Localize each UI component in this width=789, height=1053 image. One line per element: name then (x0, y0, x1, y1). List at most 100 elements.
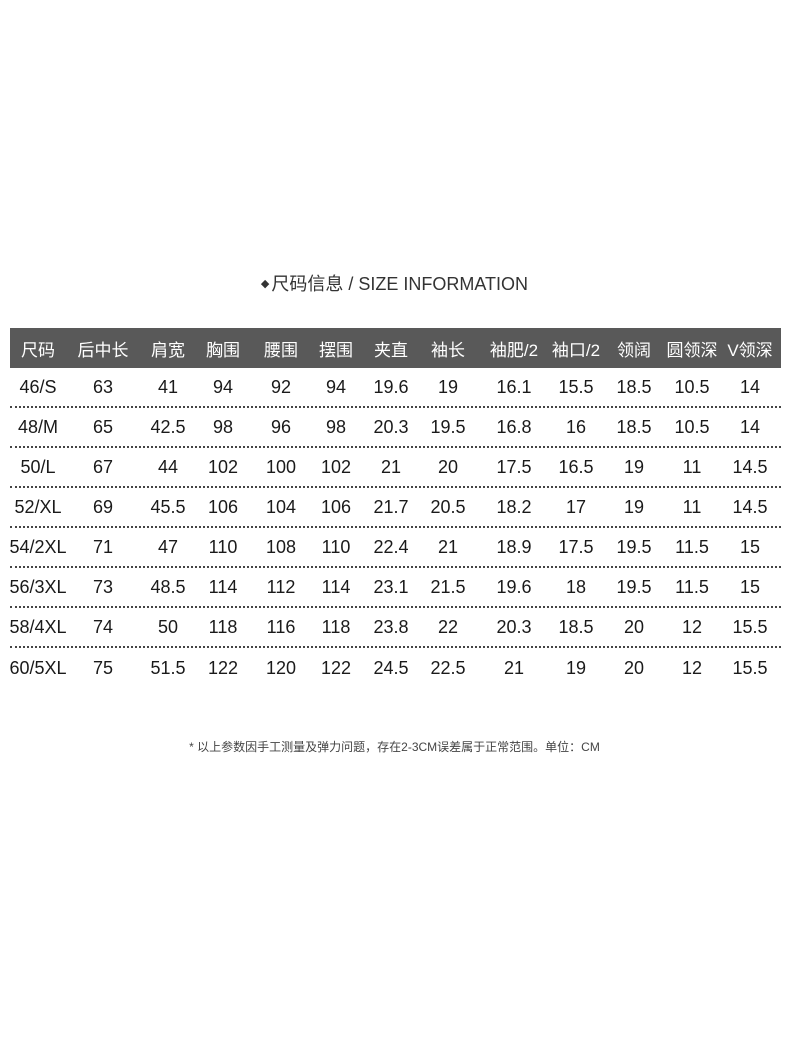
column-header: 夹直 (374, 340, 408, 360)
table-cell: 23.1 (373, 576, 409, 597)
column-header: 肩宽 (151, 340, 185, 360)
table-cell: 20 (623, 657, 645, 678)
table-cell: 17.5 (496, 456, 532, 477)
column-header: 腰围 (264, 340, 298, 360)
table-cell: 19.6 (373, 376, 409, 397)
table-cell: 48.5 (150, 576, 186, 597)
table-cell: 18.5 (616, 376, 652, 397)
table-cell: 73 (92, 576, 114, 597)
table-cell: 19.5 (430, 416, 466, 437)
table-cell: 21 (380, 456, 402, 477)
table-cell: 11 (682, 496, 702, 517)
table-cell: 11.5 (675, 576, 709, 597)
table-cell: 45.5 (150, 496, 186, 517)
table-cell: 94 (212, 376, 234, 397)
table-cell: 16.1 (496, 376, 532, 397)
column-header: 摆围 (319, 340, 353, 360)
table-cell: 122 (207, 657, 239, 678)
table-row: 48/M 65 42.5 98 96 98 20.3 19.5 16.8 16 18.5 10.5 14 (10, 408, 781, 448)
table-cell: 116 (266, 616, 296, 637)
table-header: 尺码 后中长 肩宽 胸围 腰围 摆围 夹直 袖长 袖肥/2 袖口/2 领阔 圆领深 V领深 (10, 328, 781, 368)
table-cell: 106 (320, 496, 352, 517)
table-cell: 11 (682, 456, 702, 477)
table-cell: 18 (565, 576, 587, 597)
column-header: 胸围 (206, 340, 240, 360)
table-cell: 69 (92, 496, 114, 517)
size-label: 60/5XL (9, 657, 67, 678)
table-cell: 15 (739, 536, 761, 557)
table-cell: 92 (270, 376, 292, 397)
column-header: V领深 (727, 340, 773, 360)
size-label: 46/S (19, 376, 57, 397)
table-cell: 20.3 (373, 416, 409, 437)
table-cell: 16.8 (496, 416, 532, 437)
table-cell: 12 (681, 616, 703, 637)
table-cell: 18.5 (616, 416, 652, 437)
table-cell: 19 (623, 496, 645, 517)
table-cell: 12 (681, 657, 703, 678)
table-cell: 50 (157, 616, 179, 637)
table-cell: 21.7 (373, 496, 409, 517)
table-row: 46/S 63 41 94 92 94 19.6 19 16.1 15.5 18.5 10.5 14 (10, 368, 781, 408)
table-cell: 19.6 (496, 576, 532, 597)
measurement-note: * 以上参数因手工测量及弹力问题，存在2-3CM误差属于正常范围。单位：CM (189, 740, 600, 754)
table-row: 52/XL 69 45.5 106 104 106 21.7 20.5 18.2 17 19 11 14… (10, 488, 781, 528)
table-row: 58/4XL 74 50 118 116 118 23.8 22 20.3 18.5 20 12 15.… (9, 608, 781, 648)
table-cell: 120 (265, 657, 297, 678)
table-cell: 14.5 (732, 456, 768, 477)
size-table: 尺码 后中长 肩宽 胸围 腰围 摆围 夹直 袖长 袖肥/2 袖口/2 领阔 圆领深 V领深 46/S 63… (9, 328, 781, 688)
table-cell: 112 (266, 576, 296, 597)
title-text: 尺码信息 / SIZE INFORMATION (271, 274, 529, 294)
table-cell: 42.5 (150, 416, 186, 437)
table-cell: 24.5 (373, 657, 409, 678)
table-cell: 21 (503, 657, 525, 678)
table-cell: 20.5 (430, 496, 466, 517)
page-title: ◆ 尺码信息 / SIZE INFORMATION (0, 270, 789, 296)
table-cell: 122 (320, 657, 352, 678)
table-cell: 74 (92, 616, 114, 637)
table-cell: 67 (92, 456, 114, 477)
table-cell: 19 (565, 657, 587, 678)
table-cell: 114 (208, 576, 238, 597)
column-header: 圆领深 (666, 340, 718, 360)
table-cell: 104 (265, 496, 297, 517)
table-cell: 18.9 (496, 536, 532, 557)
table-cell: 21.5 (430, 576, 466, 597)
table-cell: 94 (325, 376, 347, 397)
table-cell: 108 (265, 536, 297, 557)
table-cell: 102 (207, 456, 239, 477)
table-cell: 19.5 (616, 536, 652, 557)
table-cell: 16.5 (558, 456, 594, 477)
size-label: 56/3XL (9, 576, 67, 597)
table-cell: 15.5 (558, 376, 594, 397)
table-cell: 75 (92, 657, 114, 678)
table-cell: 19.5 (616, 576, 652, 597)
table-row: 56/3XL 73 48.5 114 112 114 23.1 21.5 19.6 18 19.5 1… (9, 568, 781, 608)
table-cell: 18.5 (558, 616, 594, 637)
table-cell: 20 (623, 616, 645, 637)
table-cell: 106 (207, 496, 239, 517)
table-cell: 15.5 (732, 657, 768, 678)
column-header: 袖口/2 (551, 340, 601, 360)
table-cell: 41 (157, 376, 179, 397)
column-header: 尺码 (21, 340, 55, 360)
table-cell: 63 (92, 376, 114, 397)
table-cell: 14 (739, 416, 761, 437)
table-row: 54/2XL 71 47 110 108 110 22.4 21 18.9 17.5 19.5 11.… (9, 528, 781, 568)
column-header: 袖肥/2 (489, 340, 539, 360)
table-cell: 96 (270, 416, 292, 437)
table-cell: 102 (320, 456, 352, 477)
table-row: 60/5XL 75 51.5 122 120 122 24.5 22.5 21 19 20 12 15.… (9, 648, 781, 688)
size-label: 58/4XL (9, 616, 67, 637)
table-cell: 22.5 (430, 657, 466, 678)
table-cell: 18.2 (496, 496, 532, 517)
size-label: 54/2XL (9, 536, 67, 557)
table-cell: 110 (208, 536, 238, 557)
table-cell: 23.8 (373, 616, 409, 637)
table-cell: 14 (739, 376, 761, 397)
column-header: 袖长 (431, 340, 465, 360)
table-cell: 71 (92, 536, 114, 557)
table-cell: 22 (437, 616, 459, 637)
table-cell: 118 (208, 616, 238, 637)
table-body: 46/S 63 41 94 92 94 19.6 19 16.1 15.5 18.5 10.5 14 48… (9, 368, 781, 688)
